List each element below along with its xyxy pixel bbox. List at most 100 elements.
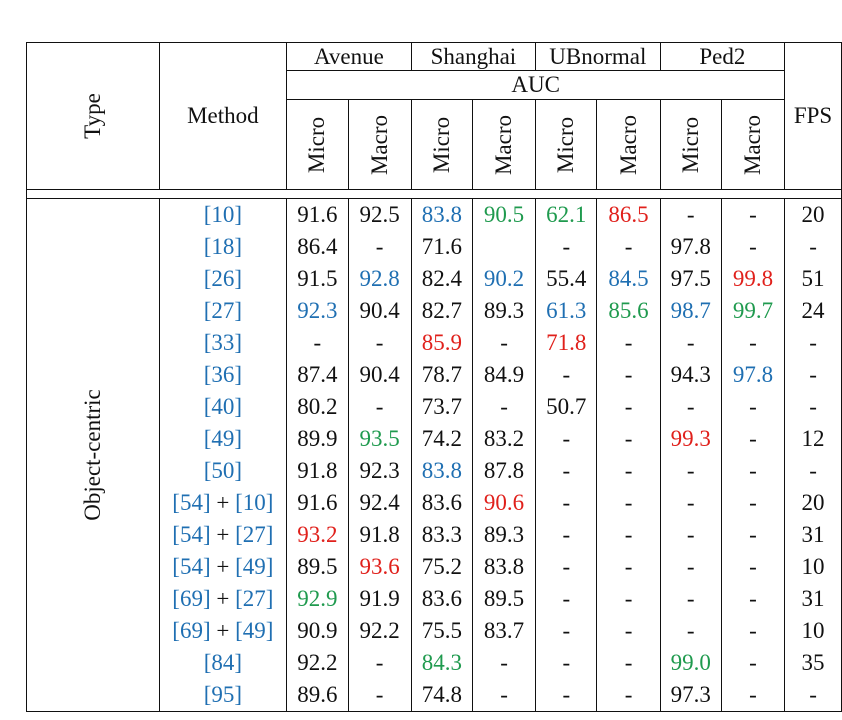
citation-link[interactable]: [27]: [203, 298, 243, 323]
method-cell: [18]: [158, 231, 288, 263]
auc-cell: -: [720, 519, 786, 551]
auc-cell: -: [659, 519, 722, 551]
results-table-figure: Type Method Avenue Shanghai UBnormal Ped…: [26, 42, 842, 712]
table-row: [69] + [27] 92.9 91.9 83.6 89.5- - - -31: [27, 583, 842, 615]
auc-cell: 75.5: [410, 615, 473, 647]
auc-cell: -: [471, 647, 537, 679]
auc-cell: 92.3: [347, 455, 412, 487]
fps-cell: 35: [784, 647, 842, 679]
citation-link[interactable]: [27]: [235, 522, 274, 547]
auc-cell: 83.7: [471, 615, 537, 647]
citation-link[interactable]: [95]: [203, 682, 243, 707]
auc-cell: 83.3: [410, 519, 473, 551]
auc-cell: 99.8: [720, 263, 786, 295]
fps-cell: 20: [784, 487, 842, 519]
auc-cell: -: [535, 519, 598, 551]
citation-link[interactable]: [54]: [172, 554, 211, 579]
citation-link[interactable]: [36]: [203, 362, 243, 387]
auc-cell: 71.8: [535, 327, 598, 359]
citation-link[interactable]: [10]: [203, 202, 243, 227]
table-row: Object-centric [10] 91.6 92.5 83.8 90.5 62.1 86…: [26, 198, 842, 712]
auc-cell: 92.3: [286, 295, 349, 327]
citation-link[interactable]: [84]: [203, 650, 243, 675]
method-joiner: +: [210, 490, 236, 515]
auc-cell: 74.2: [410, 423, 473, 455]
auc-cell: -: [659, 198, 722, 231]
sub-header-7: Macro: [720, 99, 786, 190]
citation-link[interactable]: [40]: [203, 394, 243, 419]
auc-cell: -: [596, 327, 661, 359]
auc-cell: -: [720, 551, 786, 583]
method-joiner: +: [210, 586, 236, 611]
citation-link[interactable]: [54]: [172, 522, 211, 547]
auc-cell: 91.8: [286, 455, 349, 487]
auc-cell: 91.5: [286, 263, 349, 295]
auc-cell: -: [720, 391, 786, 423]
auc-cell: 92.2: [347, 615, 412, 647]
citation-link[interactable]: [18]: [203, 234, 243, 259]
auc-cell: 82.4: [410, 263, 473, 295]
sub-header-label: Micro: [677, 116, 703, 173]
auc-cell: -: [720, 487, 786, 519]
auc-cell: -: [471, 327, 537, 359]
method-cell: [10]: [158, 198, 288, 231]
citation-link[interactable]: [10]: [235, 490, 274, 515]
auc-cell: 86.5: [596, 198, 661, 231]
sub-header-2: Micro: [410, 99, 473, 190]
auc-cell: 87.4: [286, 359, 349, 391]
method-cell: [95]: [158, 679, 288, 712]
method-cell: [27]: [158, 295, 288, 327]
auc-cell: -: [535, 359, 598, 391]
auc-cell: -: [720, 423, 786, 455]
auc-cell: 73.7: [410, 391, 473, 423]
citation-link[interactable]: [49]: [235, 618, 274, 643]
auc-cell: 97.8: [720, 359, 786, 391]
method-cell: [40]: [158, 391, 288, 423]
citation-link[interactable]: [54]: [172, 490, 211, 515]
auc-cell: -: [720, 455, 786, 487]
type-header: Type: [26, 42, 160, 190]
citation-link[interactable]: [69]: [172, 618, 211, 643]
table-row: [69] + [49] 90.9 92.2 75.5 83.7- - - -10: [27, 615, 842, 647]
auc-cell: -: [535, 551, 598, 583]
auc-cell: 85.9: [410, 327, 473, 359]
citation-link[interactable]: [49]: [235, 554, 274, 579]
sub-header-label: Micro: [304, 116, 330, 173]
auc-cell: -: [659, 327, 722, 359]
method-cell: [26]: [158, 263, 288, 295]
method-joiner: +: [210, 554, 236, 579]
auc-cell: 62.1: [535, 198, 598, 231]
citation-link[interactable]: [49]: [203, 426, 243, 451]
auc-cell: 89.6: [286, 679, 349, 712]
citation-link[interactable]: [27]: [235, 586, 274, 611]
method-joiner: +: [210, 618, 236, 643]
auc-cell: 97.5: [659, 263, 722, 295]
method-cell: [69] + [49]: [158, 615, 288, 647]
auc-cell: -: [659, 391, 722, 423]
fps-cell: 10: [784, 615, 842, 647]
dataset-header-ubnormal: UBnormal: [535, 42, 661, 71]
table-row: [40] 80.2-73.7-50.7- - - -: [27, 391, 842, 423]
fps-header: FPS: [784, 42, 842, 190]
table-row: [33] - -85.9-71.8- - - -: [27, 327, 842, 359]
header-body-gap: [26, 189, 842, 199]
citation-link[interactable]: [33]: [203, 330, 243, 355]
auc-cell: -: [596, 679, 661, 712]
auc-cell: -: [659, 487, 722, 519]
auc-cell: 90.5: [471, 198, 537, 231]
citation-link[interactable]: [26]: [203, 266, 243, 291]
citation-link[interactable]: [69]: [172, 586, 211, 611]
sub-header-3: Macro: [471, 99, 537, 190]
sub-header-0: Micro: [286, 99, 349, 190]
auc-cell: 80.2: [286, 391, 349, 423]
auc-cell: 91.8: [347, 519, 412, 551]
method-cell: [69] + [27]: [158, 583, 288, 615]
citation-link[interactable]: [50]: [203, 458, 243, 483]
auc-cell: 86.4: [286, 231, 349, 263]
auc-cell: -: [535, 583, 598, 615]
auc-cell: 89.9: [286, 423, 349, 455]
metric-header: AUC: [286, 70, 786, 100]
auc-cell: -: [286, 327, 349, 359]
auc-cell: 84.3: [410, 647, 473, 679]
table-row: [54] + [49] 89.5 93.6 75.2 83.8- - - -10: [27, 551, 842, 583]
